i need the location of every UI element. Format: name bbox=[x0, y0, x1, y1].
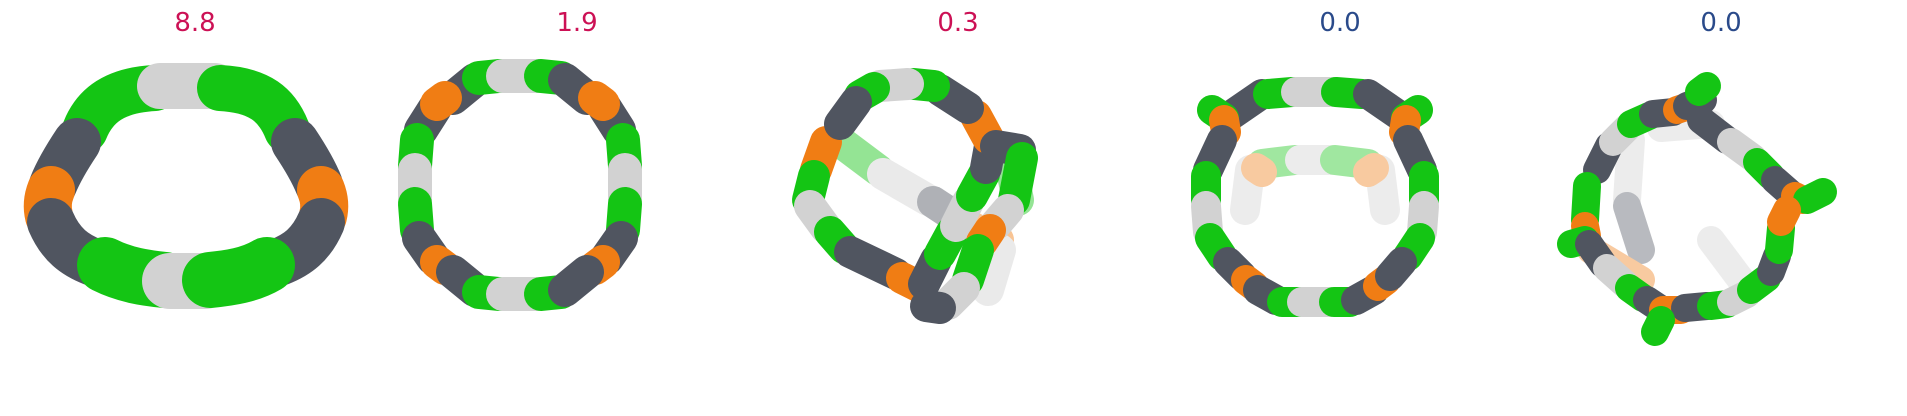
score-label: 1.9 bbox=[556, 8, 598, 38]
score-label: 0.0 bbox=[1700, 8, 1742, 38]
ring-molecule-saddle-icon bbox=[23, 63, 349, 309]
score-label: 8.8 bbox=[174, 8, 216, 38]
molecule-panel-3: 0.3 bbox=[768, 0, 1148, 416]
molecule-panel-4: 0.0 bbox=[1150, 0, 1530, 416]
score-label: 0.0 bbox=[1319, 8, 1361, 38]
score-label: 0.3 bbox=[937, 8, 979, 38]
molecule-panel-1: 8.8 bbox=[5, 0, 385, 416]
ring-molecule-oval-icon bbox=[398, 59, 642, 311]
molecule-panel-5: 0.0 bbox=[1531, 0, 1907, 416]
ring-molecule-twisted-icon bbox=[792, 68, 1038, 324]
ring-molecule-cage-icon bbox=[1191, 77, 1439, 317]
ring-molecule-tilted-cage-icon bbox=[1557, 72, 1837, 346]
molecule-panel-2: 1.9 bbox=[387, 0, 767, 416]
